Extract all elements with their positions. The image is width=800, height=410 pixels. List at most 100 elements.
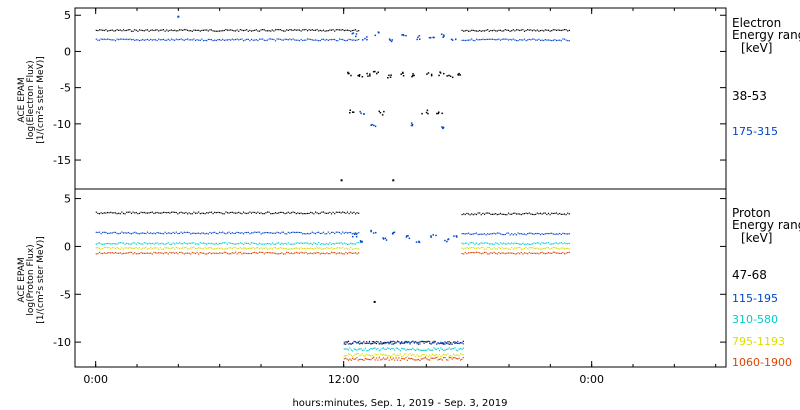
data-point xyxy=(357,74,359,77)
data-point xyxy=(170,38,173,40)
data-point xyxy=(568,248,570,250)
data-point xyxy=(479,212,481,214)
data-point xyxy=(354,252,357,254)
data-point xyxy=(260,233,262,235)
data-point xyxy=(95,38,97,40)
data-point xyxy=(212,213,214,215)
data-point xyxy=(565,214,567,216)
data-point xyxy=(207,30,209,32)
data-point xyxy=(461,358,463,360)
data-point xyxy=(250,252,253,255)
data-point xyxy=(218,252,221,254)
data-point xyxy=(284,38,286,40)
data-point xyxy=(408,237,411,240)
data-point xyxy=(119,213,121,215)
data-point xyxy=(140,211,142,213)
data-point xyxy=(316,252,318,254)
data-point xyxy=(250,232,253,234)
data-point xyxy=(430,235,432,237)
data-point xyxy=(126,38,128,40)
data-point xyxy=(292,38,294,40)
data-point xyxy=(234,243,237,245)
x-tick-label: 0:00 xyxy=(83,373,108,386)
data-point xyxy=(262,38,264,40)
data-point xyxy=(549,214,551,216)
data-point xyxy=(563,29,566,31)
data-point xyxy=(426,349,428,351)
data-point xyxy=(238,30,240,32)
data-point xyxy=(499,248,502,250)
series-47-68 xyxy=(95,211,570,345)
data-point xyxy=(443,342,445,344)
data-point xyxy=(378,110,380,113)
data-point xyxy=(452,348,455,350)
data-point xyxy=(266,242,269,245)
data-point xyxy=(374,342,376,344)
data-point xyxy=(434,357,436,359)
data-point xyxy=(127,29,129,31)
y-tick-label: 5 xyxy=(64,193,71,206)
data-point xyxy=(546,252,548,254)
data-point xyxy=(374,70,376,73)
data-point xyxy=(538,232,540,235)
data-point xyxy=(289,212,291,214)
data-point xyxy=(522,29,524,31)
data-point xyxy=(450,355,452,357)
data-point xyxy=(246,248,248,250)
data-point xyxy=(483,251,486,253)
data-point xyxy=(380,359,382,361)
data-point xyxy=(417,36,419,39)
data-point xyxy=(303,233,305,235)
data-point xyxy=(303,242,305,244)
data-point xyxy=(471,38,473,40)
data-point xyxy=(506,38,508,40)
data-point xyxy=(490,38,492,40)
data-point xyxy=(279,243,281,245)
data-point xyxy=(514,212,516,214)
data-point xyxy=(372,232,375,234)
data-point xyxy=(231,29,233,31)
data-point xyxy=(241,242,243,244)
data-point xyxy=(98,213,101,215)
data-point xyxy=(300,247,302,249)
data-point xyxy=(321,30,323,32)
data-point xyxy=(194,243,197,245)
data-point xyxy=(234,212,237,214)
data-point xyxy=(360,354,362,356)
data-point xyxy=(183,212,185,214)
data-point xyxy=(268,211,270,213)
data-point xyxy=(522,233,524,235)
data-point xyxy=(423,354,425,356)
data-point xyxy=(289,248,291,250)
data-point xyxy=(506,232,508,234)
data-point xyxy=(337,211,339,213)
data-point xyxy=(210,242,213,244)
data-point xyxy=(396,354,399,356)
data-point xyxy=(447,238,449,241)
data-point xyxy=(274,29,277,31)
data-point xyxy=(528,251,530,254)
data-point xyxy=(274,252,277,254)
data-point xyxy=(466,242,468,244)
data-point xyxy=(535,242,537,245)
data-point xyxy=(273,30,275,32)
data-point xyxy=(167,253,169,255)
data-point xyxy=(292,243,294,245)
data-point xyxy=(373,300,376,303)
data-point xyxy=(416,348,418,350)
data-point xyxy=(108,30,110,32)
data-point xyxy=(305,233,307,235)
data-point xyxy=(178,242,181,244)
data-point xyxy=(461,247,463,249)
data-point xyxy=(254,248,256,250)
data-point xyxy=(281,242,283,244)
data-point xyxy=(433,354,435,357)
data-point xyxy=(143,232,145,234)
data-point xyxy=(263,253,265,255)
data-point xyxy=(503,30,505,32)
data-point xyxy=(198,253,200,255)
data-point xyxy=(142,252,144,254)
data-point xyxy=(276,248,278,250)
data-point xyxy=(332,38,334,40)
data-point xyxy=(405,236,408,238)
